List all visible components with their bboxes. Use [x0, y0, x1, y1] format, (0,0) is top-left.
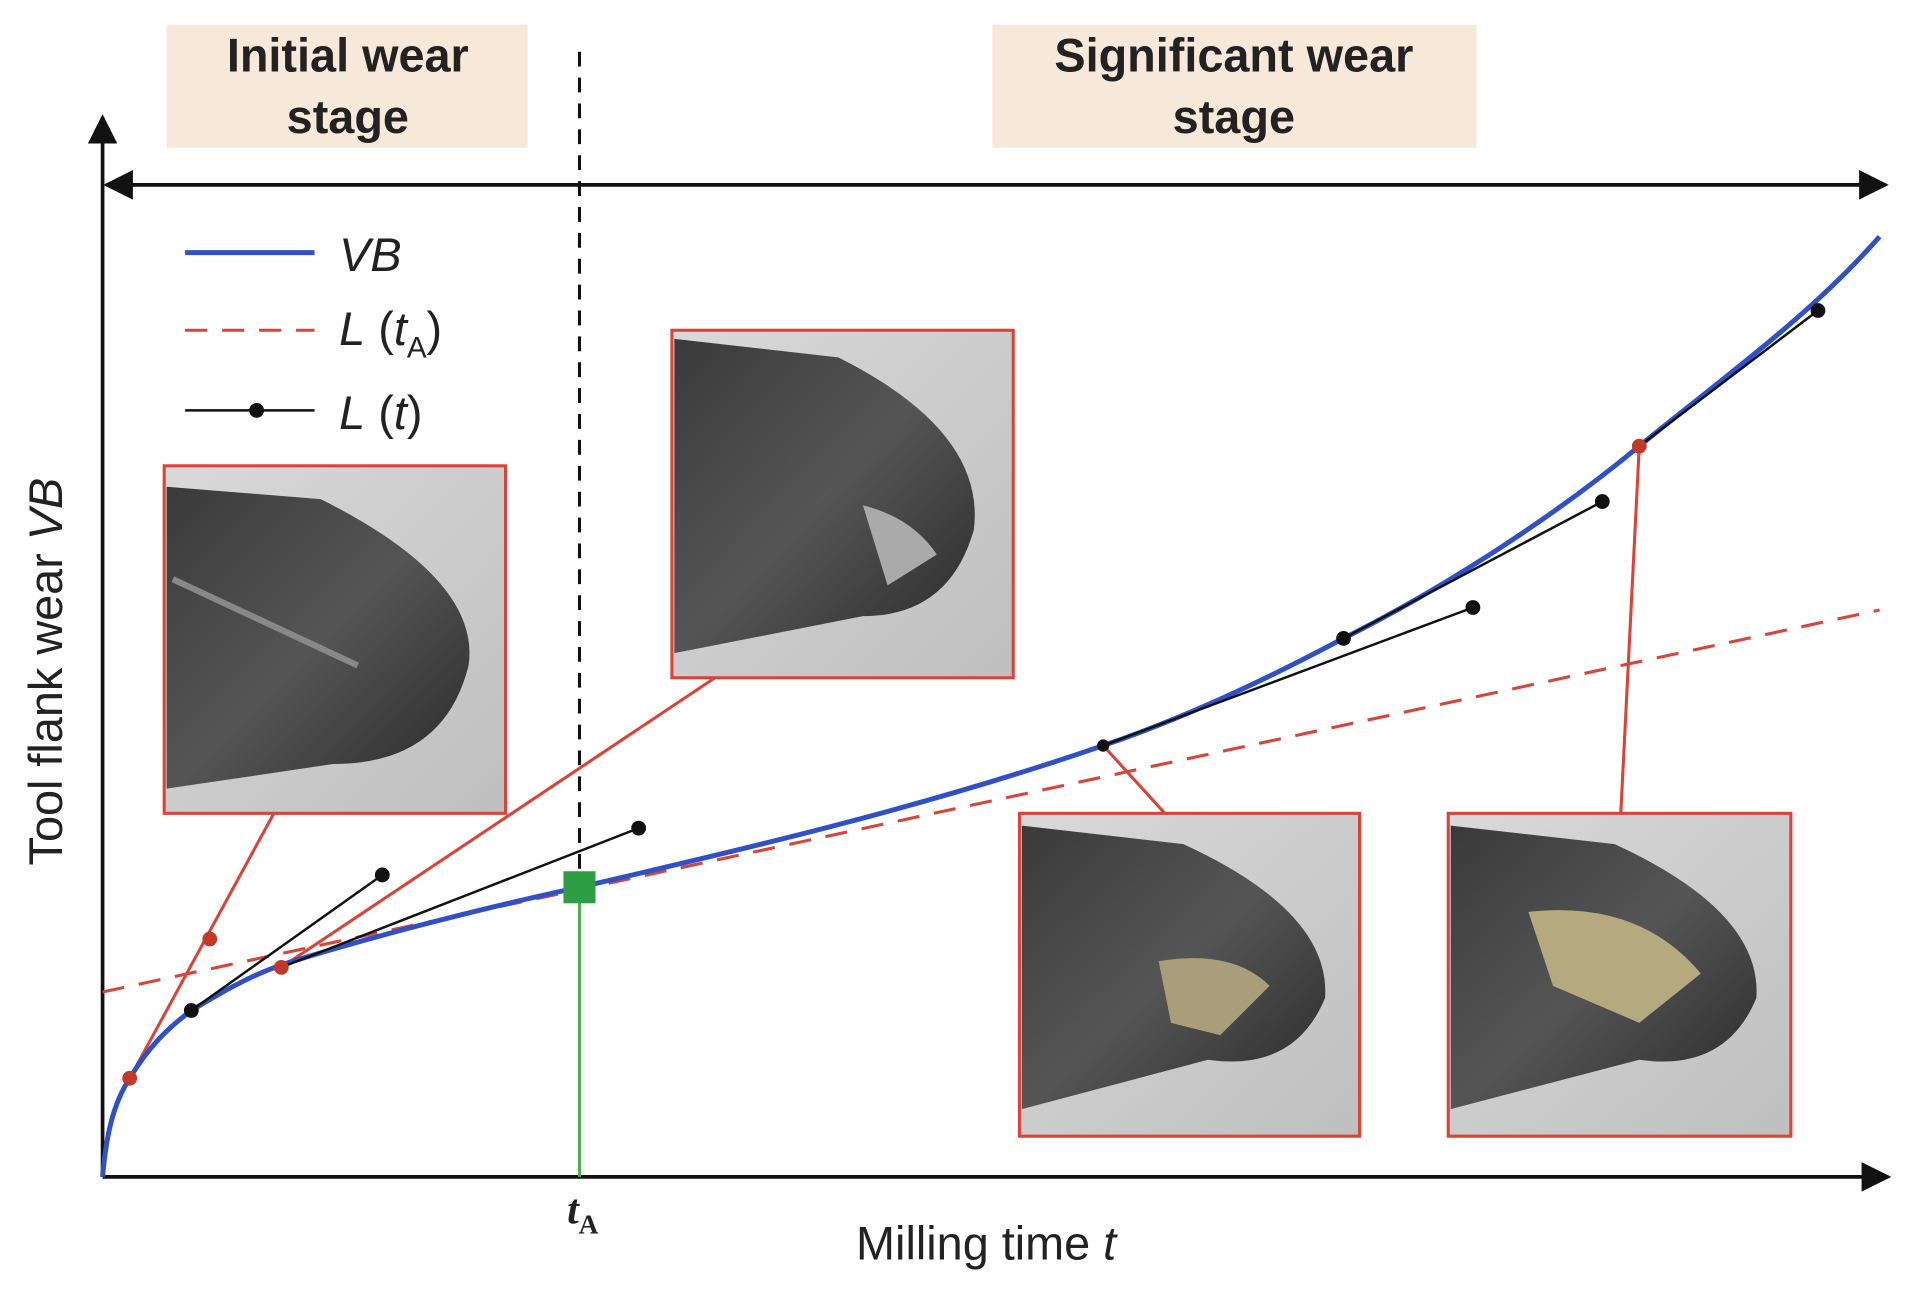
axis-text: t	[1103, 1217, 1118, 1269]
legend-label: VB	[339, 229, 401, 281]
legend-text: A	[407, 331, 427, 364]
stage-label: Initial wear stage	[227, 29, 469, 143]
axis-text: t	[567, 1188, 580, 1234]
ta-marker	[563, 871, 596, 904]
ta-label: tA	[567, 1188, 599, 1240]
stage-text: Significant wear	[1054, 29, 1413, 81]
legend-text: )	[407, 387, 423, 439]
tool-photo	[1017, 811, 1362, 1138]
stage-box	[992, 24, 1477, 148]
tool-photo	[1446, 811, 1793, 1138]
x-axis-label: Milling time t	[856, 1217, 1118, 1269]
stage-text: stage	[1173, 91, 1295, 143]
legend-text: t	[394, 387, 409, 439]
axis-text: Tool flank wear	[20, 540, 72, 865]
legend-label: L (tA)	[339, 303, 442, 364]
axis-text: Milling time	[856, 1217, 1103, 1269]
y-axis-label: Tool flank wear VB	[20, 478, 72, 866]
axis-text: A	[579, 1210, 599, 1240]
legend-text: t	[394, 303, 409, 355]
l-ta-line	[102, 608, 1880, 994]
tangent-point	[183, 303, 1826, 1018]
legend-text: VB	[339, 229, 401, 281]
legend-text: L	[339, 387, 365, 439]
legend-text: (	[365, 303, 394, 355]
stage-label: Significant wear stage	[1054, 29, 1413, 143]
stage-text: Initial wear	[227, 29, 469, 81]
tangent-line	[190, 309, 1819, 1012]
tool-photo	[670, 328, 1015, 680]
legend-label: L (t)	[339, 387, 422, 439]
legend-text: )	[427, 303, 443, 355]
stage-text: stage	[287, 91, 409, 143]
legend-text: (	[365, 387, 394, 439]
tangent-point	[122, 438, 1647, 1086]
stage-box	[166, 24, 528, 148]
legend-swatch	[249, 402, 265, 418]
axis-text: VB	[20, 478, 72, 540]
tool-photo	[162, 464, 508, 815]
callout-line	[128, 446, 1641, 1080]
legend-text: L	[339, 303, 365, 355]
